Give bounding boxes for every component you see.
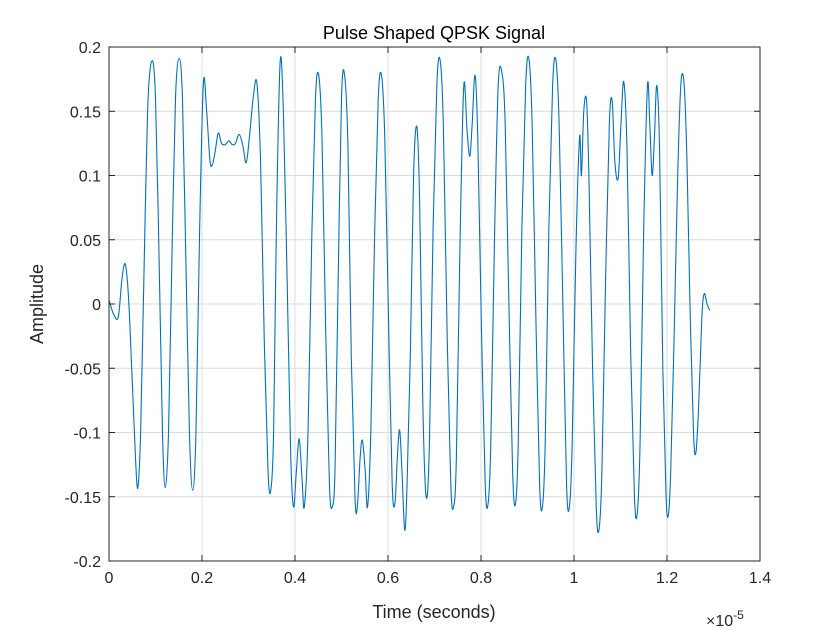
x-tick-label: 0 — [105, 570, 114, 587]
y-tick-label: 0.05 — [70, 233, 101, 250]
chart-title: Pulse Shaped QPSK Signal — [323, 23, 545, 43]
x-tick-label: 1.4 — [749, 570, 771, 587]
x-axis-exponent: ×10-5 — [706, 608, 744, 630]
y-tick-label: -0.1 — [73, 426, 101, 443]
y-axis-label: Amplitude — [27, 264, 47, 344]
x-tick-label: 0.4 — [284, 570, 306, 587]
y-tick-labels: -0.2 -0.15 -0.1 -0.05 0 0.05 0.1 0.15 0.2 — [65, 40, 102, 571]
y-tick-label: 0 — [92, 297, 101, 314]
x-tick-label: 0.6 — [377, 570, 399, 587]
x-tick-label: 1.2 — [656, 570, 678, 587]
ticks — [108, 46, 761, 562]
y-tick-label: -0.2 — [73, 554, 101, 571]
series-layer — [108, 55, 711, 534]
x-exponent-power: -5 — [733, 608, 744, 622]
x-exponent-base: ×10 — [706, 613, 733, 630]
y-tick-label: 0.15 — [70, 104, 101, 121]
x-tick-label: 0.2 — [191, 570, 213, 587]
y-tick-label: -0.05 — [65, 361, 102, 378]
x-axis-label: Time (seconds) — [372, 602, 495, 622]
x-tick-labels: 0 0.2 0.4 0.6 0.8 1 1.2 1.4 — [105, 570, 772, 587]
x-tick-label: 1 — [570, 570, 579, 587]
x-tick-label: 0.8 — [470, 570, 492, 587]
y-tick-label: 0.2 — [79, 40, 101, 57]
series-line-qpsk — [108, 55, 711, 534]
y-tick-label: 0.1 — [79, 169, 101, 186]
y-tick-label: -0.15 — [65, 490, 102, 507]
